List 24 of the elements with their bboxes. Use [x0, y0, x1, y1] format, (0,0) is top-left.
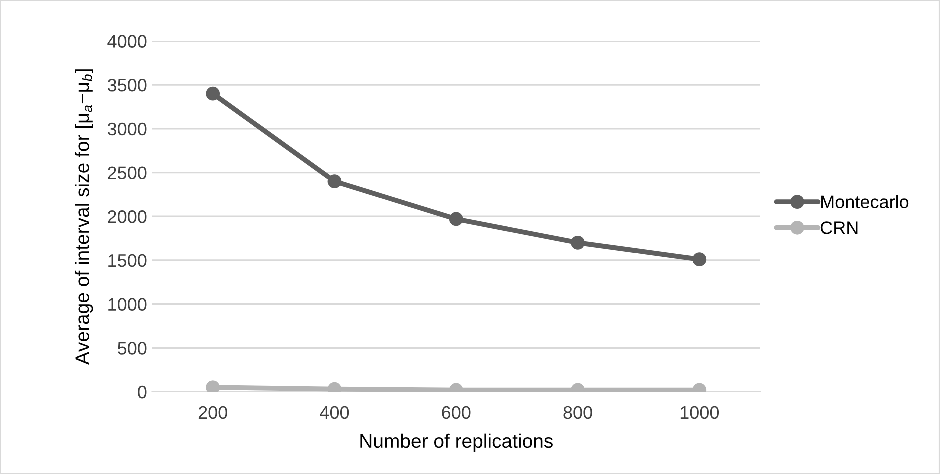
- y-tick-label: 4000: [108, 35, 147, 48]
- legend-label: CRN: [820, 222, 858, 234]
- y-tick-label: 2000: [108, 210, 147, 224]
- y-tick-label: 3500: [108, 79, 147, 92]
- y-tick-label: 3000: [108, 122, 147, 136]
- y-tick-label: 1500: [108, 254, 147, 268]
- point: [692, 252, 707, 267]
- y-tick-label: 500: [118, 342, 147, 355]
- x-tick-label: 200: [198, 406, 228, 420]
- point: [206, 380, 220, 392]
- y-axis-title: Average of interval size for [μ$_{a}$−μ$_{b}$]: [75, 70, 94, 365]
- x-tick-label: 800: [564, 406, 592, 420]
- y-tick-label: 0: [138, 386, 147, 399]
- x-tick-label: 400: [320, 406, 350, 420]
- y-tick-label: 1000: [108, 298, 147, 312]
- point: [328, 174, 342, 188]
- x-tick-label: 1000: [680, 406, 720, 420]
- x-tick-label: 600: [442, 406, 471, 420]
- point: [206, 86, 220, 101]
- legend-label: Montecarlo: [822, 195, 909, 209]
- point: [449, 212, 464, 226]
- y-tick-label: 2500: [108, 166, 147, 180]
- point: [571, 236, 585, 250]
- x-axis-title: Number of replications: [360, 434, 553, 452]
